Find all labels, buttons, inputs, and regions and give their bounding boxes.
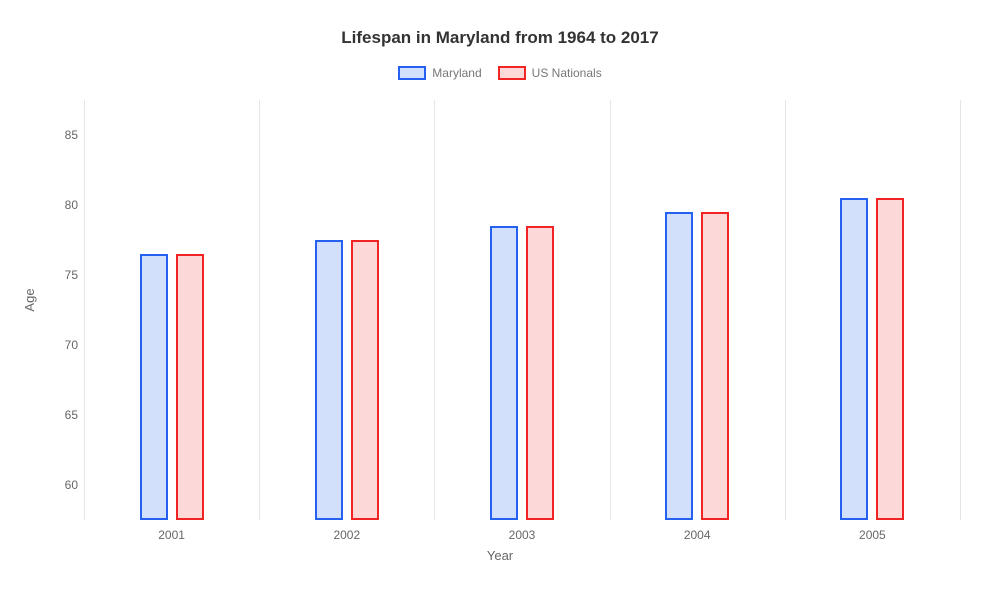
- gridline: [259, 100, 260, 520]
- y-tick: 85: [46, 128, 78, 142]
- y-tick: 60: [46, 478, 78, 492]
- legend: Maryland US Nationals: [20, 66, 980, 80]
- plot-area: 60657075808520012002200320042005: [84, 100, 960, 520]
- legend-item-us-nationals: US Nationals: [498, 66, 602, 80]
- chart-container: Lifespan in Maryland from 1964 to 2017 M…: [0, 0, 1000, 600]
- bar: [840, 198, 868, 520]
- x-tick: 2001: [158, 528, 185, 542]
- legend-item-maryland: Maryland: [398, 66, 481, 80]
- bar: [526, 226, 554, 520]
- x-tick: 2004: [684, 528, 711, 542]
- bar: [351, 240, 379, 520]
- bar: [701, 212, 729, 520]
- x-tick: 2005: [859, 528, 886, 542]
- x-axis-label: Year: [20, 548, 980, 563]
- x-tick: 2002: [333, 528, 360, 542]
- y-tick: 80: [46, 198, 78, 212]
- plot-area-wrap: 60657075808520012002200320042005: [84, 100, 960, 520]
- legend-label-maryland: Maryland: [432, 66, 481, 80]
- bar: [176, 254, 204, 520]
- gridline: [610, 100, 611, 520]
- gridline: [84, 100, 85, 520]
- y-axis-label: Age: [22, 288, 37, 311]
- chart-title: Lifespan in Maryland from 1964 to 2017: [20, 28, 980, 48]
- bar: [315, 240, 343, 520]
- bar: [490, 226, 518, 520]
- gridline: [960, 100, 961, 520]
- legend-swatch-us-nationals: [498, 66, 526, 80]
- bar: [876, 198, 904, 520]
- legend-label-us-nationals: US Nationals: [532, 66, 602, 80]
- y-tick: 65: [46, 408, 78, 422]
- legend-swatch-maryland: [398, 66, 426, 80]
- bar: [140, 254, 168, 520]
- bar: [665, 212, 693, 520]
- y-tick: 75: [46, 268, 78, 282]
- x-tick: 2003: [509, 528, 536, 542]
- gridline: [785, 100, 786, 520]
- y-tick: 70: [46, 338, 78, 352]
- gridline: [434, 100, 435, 520]
